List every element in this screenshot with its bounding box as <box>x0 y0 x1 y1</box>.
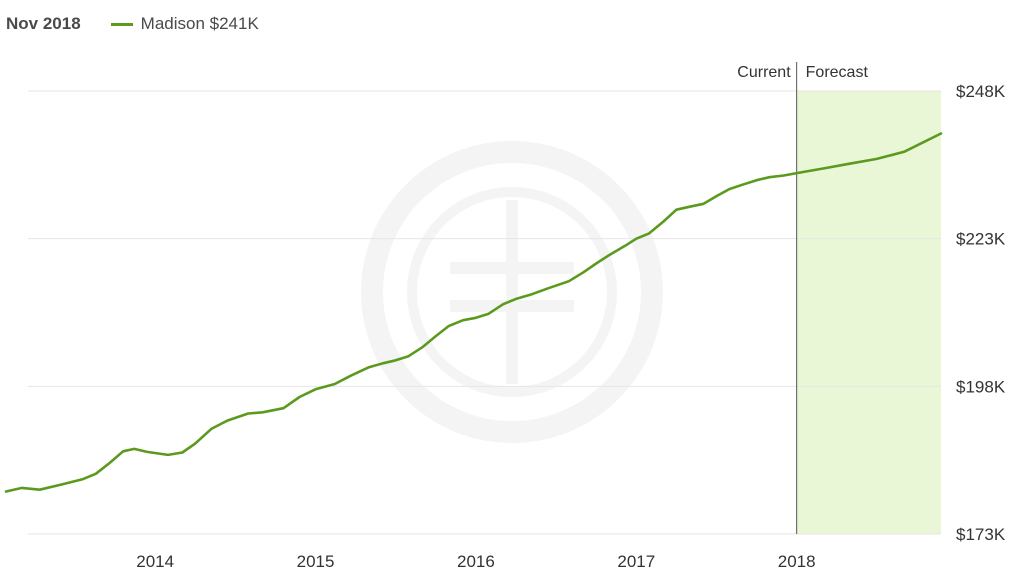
x-tick-label: 2016 <box>457 552 495 571</box>
y-tick-label: $173K <box>956 525 1006 544</box>
x-tick-label: 2014 <box>136 552 174 571</box>
series-line-madison <box>4 132 943 493</box>
forecast-region <box>796 91 941 534</box>
current-label: Current <box>737 64 791 81</box>
x-tick-label: 2015 <box>297 552 335 571</box>
x-tick-label: 2018 <box>778 552 816 571</box>
y-tick-label: $223K <box>956 230 1006 249</box>
legend: Madison $241K <box>110 14 259 34</box>
watermark-logo <box>361 141 663 443</box>
chart-header: Nov 2018 Madison $241K <box>6 11 259 37</box>
legend-swatch <box>110 22 133 26</box>
grid-lines <box>28 90 941 535</box>
y-axis-ticks: $173K $198K $223K $248K <box>956 82 1006 544</box>
x-axis-ticks: 2014 2015 2016 2017 2018 <box>136 552 815 571</box>
header-date: Nov 2018 <box>6 14 81 33</box>
y-tick-label: $248K <box>956 82 1006 101</box>
x-tick-label: 2017 <box>617 552 655 571</box>
forecast-label: Forecast <box>806 64 869 81</box>
y-tick-label: $198K <box>956 377 1006 396</box>
legend-label: Madison $241K <box>140 14 259 33</box>
